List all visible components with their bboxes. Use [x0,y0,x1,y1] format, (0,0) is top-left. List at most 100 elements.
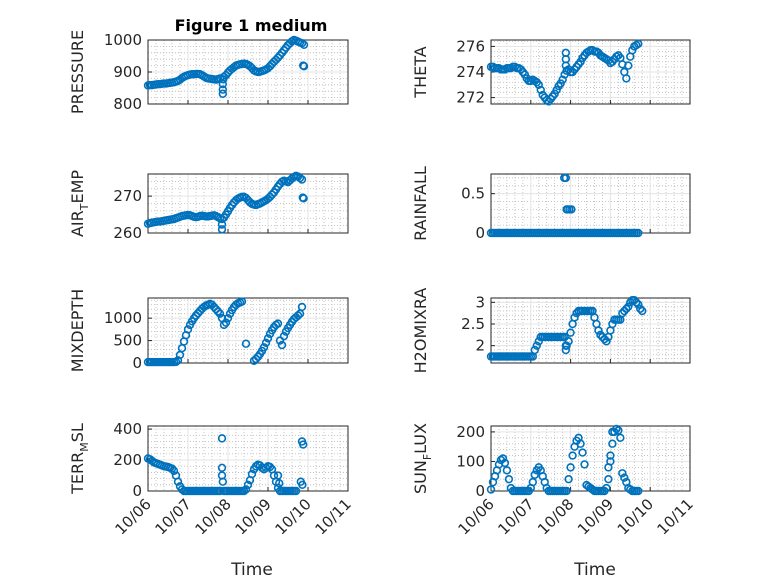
y-tick-label: 0 [132,354,142,372]
data-point [177,344,187,353]
data-point [564,474,573,484]
data-point [558,75,567,84]
y-axis-label: MIXDEPTH [68,289,87,372]
x-tick-label: 10/07 [494,495,537,538]
subplot-sun: 0 100 200 SUNFLUX 10/0610/0710/0810/0910/101… [411,423,697,538]
y-axis-label: SUNFLUX [411,423,434,494]
y-tick-label: 272 [456,89,485,107]
data-point [534,80,543,90]
data-point [624,302,633,311]
data-point [604,474,613,484]
data-point [638,306,647,316]
y-tick-label: 2 [475,337,485,355]
data-point [183,325,193,334]
data-point [634,486,643,496]
data-point [530,470,539,479]
y-tick-label: 100 [456,452,485,470]
data-point [251,354,261,364]
data-point [618,469,627,478]
x-tick-label: 10/08 [534,495,577,538]
x-axis-label-left: Time [230,560,273,580]
y-tick-label: 270 [113,187,142,205]
y-tick-label: 3 [475,293,485,311]
data-point [567,205,576,214]
data-point [532,341,541,350]
data-point [218,79,228,89]
data-point [570,313,579,322]
data-point [576,439,585,448]
data-point [291,486,301,496]
data-point [604,463,613,472]
x-tick-label: 10/11 [312,495,355,538]
y-tick-label: 1000 [104,309,142,327]
y-tick-label: 500 [113,332,142,350]
data-point [634,39,643,49]
data-point [267,190,277,199]
data-point [634,300,643,309]
data-point [215,309,225,318]
axes-frame [490,173,691,234]
axes-frame [147,297,349,364]
data-point [632,298,641,307]
y-tick-label: 200 [456,423,485,441]
y-tick-label: 0 [475,482,485,500]
data-point [299,194,308,203]
x-tick-label: 10/06 [112,495,155,538]
data-point [293,311,303,320]
data-point [241,485,251,494]
axes-frame [147,173,349,234]
data-point [561,345,571,355]
y-tick-label: 0 [132,482,142,500]
data-point [221,318,231,327]
y-axis-label: THETA [411,46,430,98]
data-point [299,40,309,49]
data-point [277,340,287,350]
data-point [219,320,229,330]
data-point [602,483,611,493]
data-point [218,477,228,486]
data-point [247,469,257,479]
axes-frame [490,425,691,492]
y-tick-label: 400 [113,420,142,438]
data-point [171,357,181,367]
figure-title: Figure 1 medium [175,16,328,35]
subplot-air: 260 270 AIRTEMP [68,170,349,242]
data-point [261,338,271,348]
data-point [594,326,603,335]
data-point [622,304,631,314]
data-point [297,38,307,48]
x-axis-label-right: Time [573,560,616,580]
y-tick-label: 276 [456,37,485,55]
data-point [616,433,625,443]
data-point [275,479,284,488]
data-point [173,477,183,486]
data-point [237,297,247,306]
data-point [273,53,283,62]
data-point [580,460,589,469]
data-point [504,474,514,484]
data-point [608,427,617,437]
data-point [265,462,275,472]
data-point [169,466,179,476]
data-point [486,485,496,494]
data-point [243,480,253,490]
subplot-mixdepth: 0 500 1000 MIXDEPTH [68,289,349,372]
data-point [562,486,571,496]
x-tick-label: 10/09 [232,495,275,538]
data-point [561,173,571,183]
x-tick-label: 10/08 [192,495,235,538]
y-axis-label: TERRMSL [68,423,91,495]
subplot-h2omixra: 2 2.5 3 H2OMIXRA [411,288,691,373]
y-tick-label: 274 [456,63,485,81]
data-point [217,225,227,234]
data-point [263,334,273,343]
data-point [219,75,228,84]
y-axis-label: PRESSURE [68,30,87,114]
data-point [213,307,223,316]
y-tick-label: 1000 [104,31,142,49]
subplot-terr: 0 200 400 TERRMSL 10/0610/0710/0810/0910/101… [68,420,355,538]
data-point [297,175,307,184]
y-tick-label: 0.5 [461,185,485,203]
subplot-theta: 272 274 276 THETA [411,37,691,107]
